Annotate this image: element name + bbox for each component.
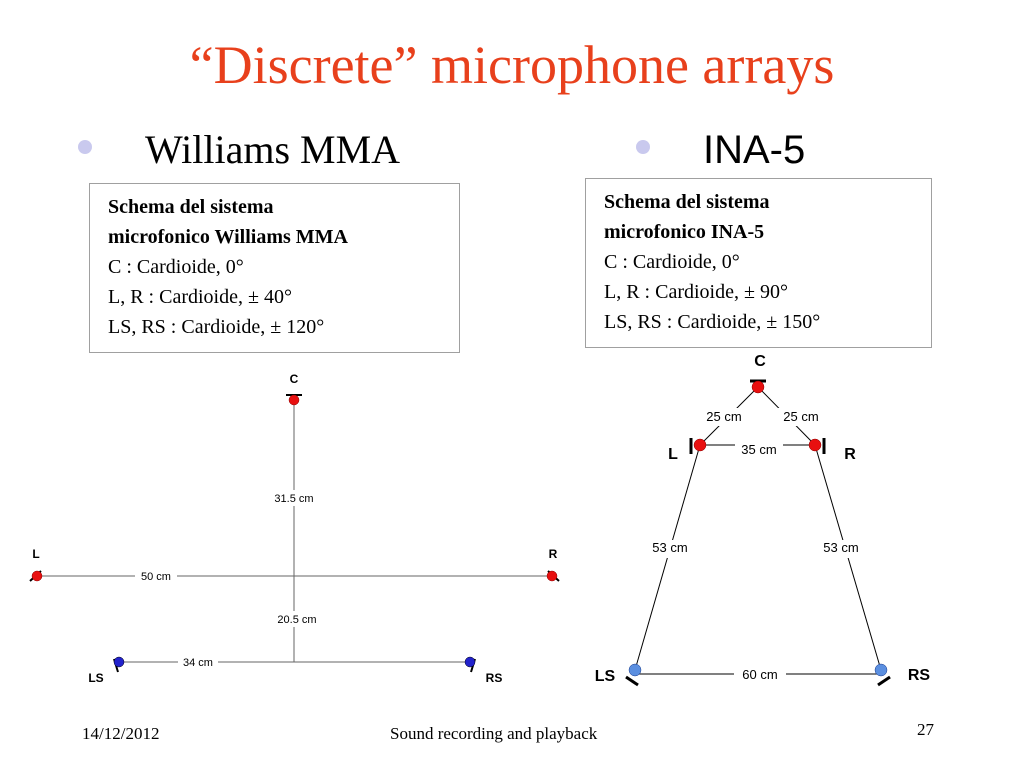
williams-label-r: R — [549, 547, 558, 561]
ina5-label-bg-6 — [734, 666, 786, 684]
williams-label-rs: RS — [486, 671, 503, 685]
williams-mic-ls — [113, 656, 125, 668]
ina5-box-line-3: LS, RS : Cardioide, ± 150° — [604, 311, 821, 333]
williams-mic-r — [546, 570, 558, 582]
ina5-label-c: C — [754, 353, 766, 370]
ina5-diagram: 25 cm 25 cm 35 cm 53 cm 53 cm 60 cm C L … — [595, 353, 931, 687]
williams-dist-c-center: 31.5 cm — [274, 493, 313, 505]
williams-label-ls: LS — [88, 671, 103, 685]
williams-label-bg-3 — [268, 611, 320, 627]
williams-label-bg-4 — [178, 654, 218, 670]
ina5-dist-r-rs: 53 cm — [823, 540, 858, 555]
ina5-label-r: R — [844, 446, 856, 463]
ina5-mic-rs-capsule — [877, 675, 891, 687]
williams-box-heading-1: Schema del sistema — [108, 196, 274, 218]
ina5-label-ls: LS — [595, 668, 616, 685]
ina5-label-rs: RS — [908, 667, 931, 684]
williams-dist-l-r: 50 cm — [141, 571, 171, 583]
williams-diagram: 31.5 cm 50 cm 20.5 cm 34 cm C L R LS RS — [29, 372, 560, 685]
ina5-mic-l — [693, 438, 707, 452]
williams-label-l: L — [32, 547, 39, 561]
ina5-mic-ls — [628, 663, 642, 677]
ina5-box-line-2: L, R : Cardioide, ± 90° — [604, 281, 788, 303]
ina5-box-heading-2: microfonico INA-5 — [604, 221, 765, 243]
bullet-ina5: INA-5 — [703, 128, 806, 172]
ina5-label-l: L — [668, 446, 678, 463]
bullet-williams-mma: Williams MMA — [145, 127, 401, 172]
ina5-mic-r — [808, 438, 822, 452]
ina5-box-heading-1: Schema del sistema — [604, 191, 770, 213]
bullet-dot-right — [636, 140, 650, 154]
williams-box-line-1: C : Cardioide, 0° — [108, 256, 244, 278]
williams-mic-l — [31, 570, 43, 582]
footer-date: 14/12/2012 — [82, 724, 160, 743]
ina5-box-line-1: C : Cardioide, 0° — [604, 251, 740, 273]
footer-title: Sound recording and playback — [390, 724, 598, 743]
ina5-label-bg-5 — [816, 540, 866, 558]
bullet-dot-left — [78, 140, 92, 154]
williams-box-heading-2: microfonico Williams MMA — [108, 226, 348, 248]
page-title: “Discrete” microphone arrays — [189, 35, 835, 95]
ina5-dist-ls-rs: 60 cm — [742, 667, 777, 682]
ina5-label-bg-2 — [776, 408, 826, 426]
ina5-dist-c-r: 25 cm — [783, 409, 818, 424]
ina5-label-bg-1 — [700, 408, 748, 426]
ina5-info-box: Schema del sistema microfonico INA-5 C :… — [585, 178, 932, 348]
williams-dist-ls-rs: 34 cm — [183, 657, 213, 669]
williams-mic-rs — [464, 656, 476, 668]
williams-mic-c — [288, 394, 300, 406]
ina5-mic-ls-capsule — [625, 675, 639, 687]
ina5-dist-c-l: 25 cm — [706, 409, 741, 424]
ina5-mic-c — [751, 380, 765, 394]
footer-page-number: 27 — [917, 720, 934, 739]
williams-box-line-2: L, R : Cardioide, ± 40° — [108, 286, 292, 308]
williams-label-bg-2 — [135, 568, 177, 584]
williams-label-c: C — [290, 372, 299, 386]
ina5-label-bg-4 — [646, 540, 696, 558]
williams-dist-center-rear: 20.5 cm — [277, 614, 316, 626]
ina5-dist-l-ls: 53 cm — [652, 540, 687, 555]
ina5-dist-l-r: 35 cm — [741, 442, 776, 457]
williams-box-line-3: LS, RS : Cardioide, ± 120° — [108, 316, 325, 338]
williams-info-box: Schema del sistema microfonico Williams … — [89, 183, 460, 353]
williams-label-bg-1 — [268, 490, 320, 506]
ina5-label-bg-3 — [735, 442, 783, 458]
ina5-mic-rs — [874, 663, 888, 677]
